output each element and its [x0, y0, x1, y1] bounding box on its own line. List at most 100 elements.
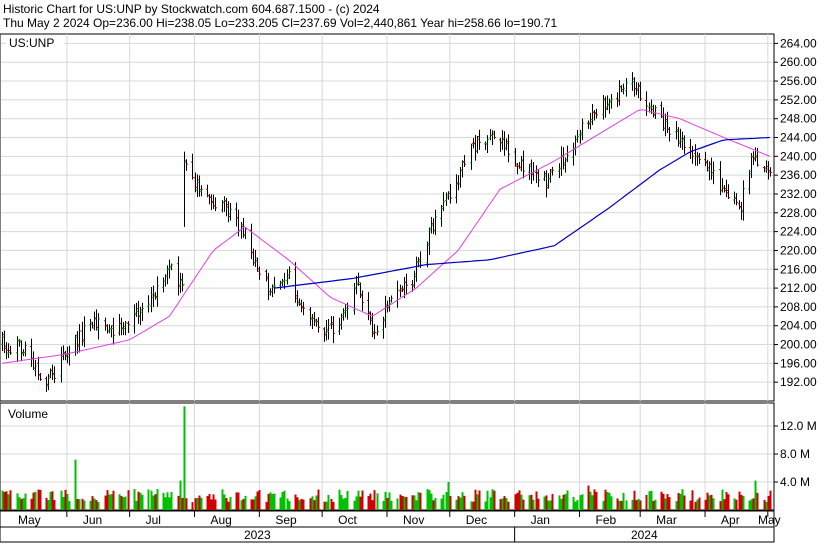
volume-bar [574, 501, 577, 510]
volume-bar [340, 495, 343, 510]
volume-bar [750, 499, 753, 510]
volume-bar [645, 495, 648, 510]
volume-bar [298, 500, 301, 510]
volume-bar [22, 498, 25, 510]
volume-bar [212, 494, 215, 510]
volume-bar [631, 499, 634, 510]
volume-bar [265, 501, 268, 510]
month-label: Dec [466, 513, 487, 527]
volume-bar [45, 497, 48, 510]
month-label: Jan [531, 513, 550, 527]
volume-bar [689, 500, 692, 510]
price-tick-label: 200.00 [780, 338, 817, 352]
volume-tick-label: 12.0 M [780, 419, 817, 433]
volume-bar [152, 495, 155, 510]
volume-bar [708, 495, 711, 510]
volume-bar [560, 498, 563, 510]
volume-bar [210, 499, 213, 510]
volume-bar [373, 490, 376, 510]
volume-bar [486, 490, 489, 510]
volume-bar [748, 500, 751, 510]
volume-bar [457, 496, 460, 510]
volume-bar [122, 497, 125, 510]
price-tick-label: 248.00 [780, 112, 817, 126]
volume-bar [34, 491, 37, 510]
volume-bar [476, 494, 479, 510]
volume-bar [179, 480, 182, 510]
volume-bar [250, 499, 253, 510]
volume-bar [610, 496, 613, 510]
volume-bar [507, 501, 510, 510]
year-label: 2024 [631, 528, 658, 542]
volume-bar [579, 495, 582, 510]
symbol-label: US:UNP [9, 36, 54, 50]
volume-bar [154, 494, 157, 510]
volume-bar [185, 498, 188, 510]
volume-bar [376, 493, 379, 510]
volume-bar [489, 497, 492, 510]
volume-bar [522, 499, 525, 510]
volume-bar [76, 498, 79, 510]
volume-bar [81, 498, 84, 510]
volume-bar [698, 497, 701, 510]
volume-bar [68, 501, 71, 510]
volume-bar [572, 496, 575, 510]
volume-bar [491, 489, 494, 510]
volume-bar [338, 489, 341, 510]
volume-bar [742, 495, 745, 510]
volume-bar [449, 495, 452, 510]
volume-bar [419, 492, 422, 510]
volume-bar [359, 496, 362, 510]
volume-bar [200, 497, 203, 510]
volume-bar [756, 492, 759, 510]
volume-bar [595, 491, 598, 510]
volume-bar [214, 499, 217, 510]
volume-bar [622, 492, 625, 510]
price-tick-label: 252.00 [780, 93, 817, 107]
volume-bar [532, 499, 535, 510]
volume-bar [593, 489, 596, 510]
volume-bar [353, 500, 356, 510]
price-tick-label: 244.00 [780, 131, 817, 145]
volume-bar [296, 497, 299, 510]
volume-bar [252, 499, 255, 510]
volume-bar [323, 501, 326, 510]
volume-bar [221, 489, 224, 510]
volume-bar [317, 489, 320, 510]
volume-bar [112, 490, 115, 510]
volume-bar [633, 490, 636, 510]
volume-bar [83, 500, 86, 510]
volume-bar [147, 489, 150, 510]
volume-bar [528, 495, 531, 510]
volume-bar [484, 501, 487, 510]
volume-bar [470, 501, 473, 510]
volume-bar [7, 494, 10, 510]
volume-bar [355, 496, 358, 510]
volume-bar [405, 497, 408, 510]
volume-bar [281, 491, 284, 510]
volume-bar [417, 492, 420, 510]
volume-bar [390, 500, 393, 510]
header-line-1: Historic Chart for US:UNP by Stockwatch.… [3, 2, 380, 16]
volume-bar [710, 494, 713, 510]
month-label: Aug [211, 513, 232, 527]
month-label: May [18, 513, 41, 527]
volume-bar [765, 501, 768, 510]
volume-bar [150, 490, 153, 510]
price-tick-label: 220.00 [780, 243, 817, 257]
volume-bar [648, 491, 651, 510]
volume-bar [447, 482, 450, 510]
volume-bar [104, 495, 107, 510]
volume-bar [208, 493, 211, 510]
volume-bar [428, 490, 431, 510]
volume-bar [344, 497, 347, 510]
volume-bar [478, 490, 481, 510]
volume-bar [124, 496, 127, 510]
volume-bar [733, 498, 736, 510]
volume-bar [313, 500, 316, 510]
volume-bar [516, 492, 519, 510]
volume-bar [120, 495, 123, 510]
volume-bar [675, 501, 678, 510]
